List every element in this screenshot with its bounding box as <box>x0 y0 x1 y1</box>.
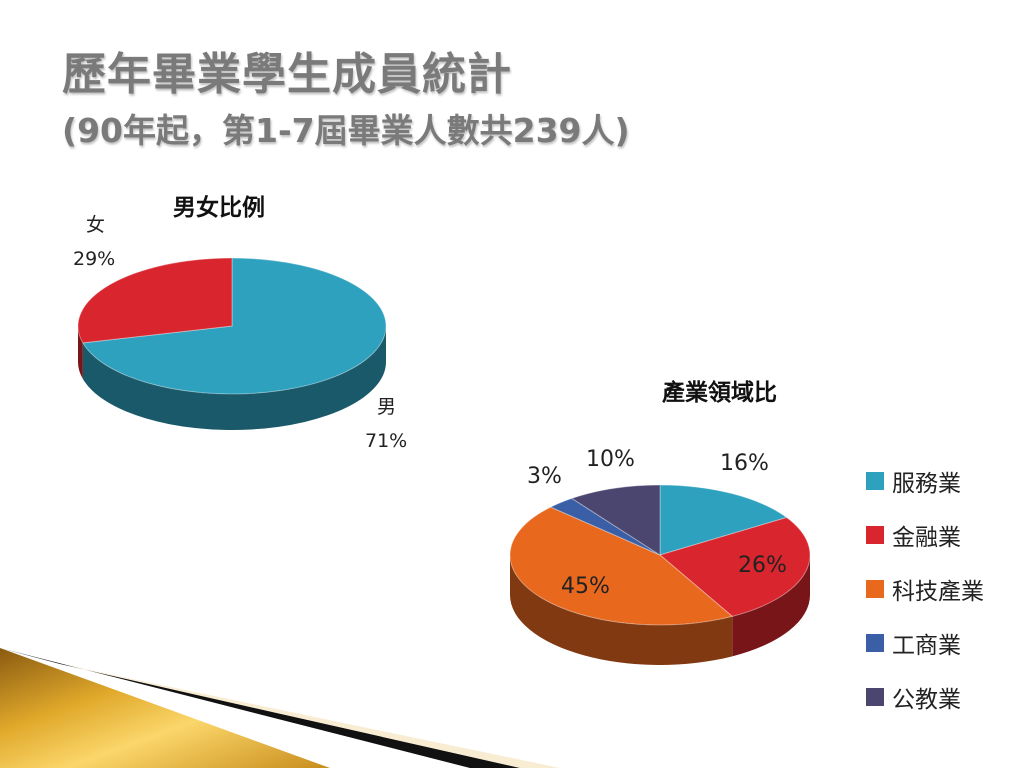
legend-label: 工商業 <box>892 633 961 659</box>
legend-item: 服務業 <box>866 454 984 508</box>
industry-slice-4 <box>570 484 661 556</box>
gender-side-0 <box>82 326 386 430</box>
slide-subtitle: (90年起，第1-7屆畢業人數共239人) <box>62 111 630 150</box>
legend-swatch <box>866 472 884 490</box>
gender-chart-title: 男女比例 <box>173 195 265 221</box>
gender-label-male: 男 <box>377 396 397 418</box>
legend-label: 金融業 <box>892 525 961 551</box>
legend-label: 公教業 <box>892 687 961 713</box>
industry-value-commerce: 3% <box>527 464 562 489</box>
gender-label-female: 女 <box>86 214 106 236</box>
legend-item: 金融業 <box>866 508 984 562</box>
industry-slice-0 <box>659 484 788 556</box>
industry-value-service: 16% <box>720 451 769 476</box>
legend-label: 科技產業 <box>892 579 984 605</box>
industry-slice-1 <box>658 516 811 617</box>
legend-item: 公教業 <box>866 670 984 724</box>
gender-value-female: 29% <box>73 248 116 270</box>
legend-item: 科技產業 <box>866 562 984 616</box>
industry-side-2 <box>510 555 733 665</box>
legend-item: 工商業 <box>866 616 984 670</box>
industry-value-finance: 26% <box>738 553 787 578</box>
legend-swatch <box>866 580 884 598</box>
gender-side-1 <box>78 326 83 379</box>
gender-value-male: 71% <box>365 430 408 452</box>
industry-slice-2 <box>509 506 734 626</box>
industry-chart-title: 產業領域比 <box>662 380 777 406</box>
legend-swatch <box>866 526 884 544</box>
industry-value-tech: 45% <box>561 574 610 599</box>
slide-title: 歷年畢業學生成員統計 <box>62 49 512 100</box>
industry-side-1 <box>732 555 810 657</box>
gender-slice-0 <box>82 257 387 395</box>
gender-slice-1 <box>77 257 233 344</box>
legend-label: 服務業 <box>892 471 961 497</box>
legend-swatch <box>866 688 884 706</box>
industry-slice-3 <box>549 497 661 556</box>
industry-value-public: 10% <box>586 447 635 472</box>
legend-swatch <box>866 634 884 652</box>
industry-legend: 服務業 金融業 科技產業 工商業 公教業 <box>866 454 984 724</box>
